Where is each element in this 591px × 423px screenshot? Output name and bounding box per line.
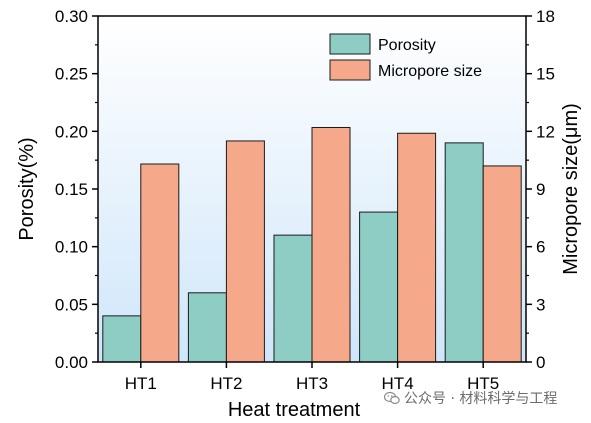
bar-porosity-ht2 (187, 292, 227, 363)
legend: Porosity Micropore size (329, 33, 482, 81)
y-left-tick-label: 0.15 (55, 180, 88, 199)
y-right-tick-label: 0 (536, 353, 545, 372)
bar-micropore-size-ht3 (311, 126, 351, 363)
y-right-tick-label: 6 (536, 238, 545, 257)
y-left-tick-label: 0.10 (55, 238, 88, 257)
x-tick-label-ht1: HT1 (125, 374, 157, 393)
y-left-tick-label: 0.20 (55, 122, 88, 141)
bar-micropore-size-ht5 (482, 165, 522, 363)
bar-porosity-ht5 (444, 142, 484, 363)
y-axis-left-title: Porosity(%) (16, 137, 38, 240)
y-axis-right-title: Micropore size(μm) (560, 103, 582, 275)
bar-micropore-size-ht2 (225, 140, 265, 363)
watermark: 公众号 · 材料科学与工程 (384, 388, 557, 408)
y-left-tick-label: 0.05 (55, 295, 88, 314)
y-right-tick-label: 3 (536, 295, 545, 314)
y-left-tick-label: 0.30 (55, 7, 88, 26)
y-right-tick-label: 18 (536, 7, 555, 26)
wechat-icon (384, 391, 400, 405)
legend-swatch-porosity (329, 33, 371, 55)
bar-porosity-ht3 (273, 234, 313, 363)
x-tick-label-ht5: HT5 (467, 374, 499, 393)
y-left-tick-label: 0.25 (55, 65, 88, 84)
bar-porosity-ht4 (359, 211, 399, 363)
ticks-group: 0.00 0.05 0.10 0.15 0.20 0.25 0.30 0 3 6 9 12 15 18 HT… (55, 7, 555, 393)
y-right-tick-label: 15 (536, 65, 555, 84)
y-right-tick-label: 12 (536, 122, 555, 141)
x-axis-title: Heat treatment (228, 399, 361, 421)
x-tick-label-ht2: HT2 (210, 374, 242, 393)
bars-group (102, 126, 522, 363)
legend-label-micropore-size: Micropore size (378, 63, 482, 80)
y-right-tick-label: 9 (536, 180, 545, 199)
x-tick-label-ht3: HT3 (296, 374, 328, 393)
legend-swatch-micropore-size (329, 59, 371, 81)
bar-micropore-size-ht1 (140, 163, 180, 363)
watermark-text: 公众号 · 材料科学与工程 (404, 391, 558, 407)
y-left-tick-label: 0.00 (55, 353, 88, 372)
bar-porosity-ht1 (102, 315, 142, 363)
x-tick-label-ht4: HT4 (382, 374, 414, 393)
bar-micropore-size-ht4 (397, 132, 437, 363)
legend-label-porosity: Porosity (378, 37, 436, 54)
